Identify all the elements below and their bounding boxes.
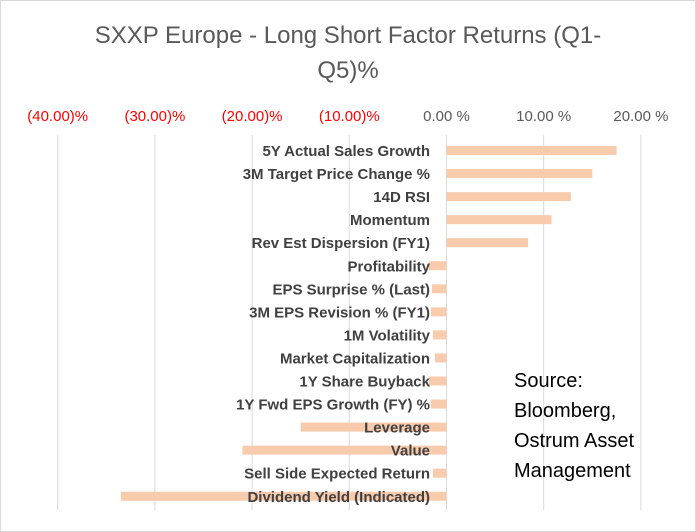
- bar-0: [446, 146, 617, 155]
- x-tick-label-3: (10.00)%: [319, 108, 380, 125]
- category-label-14: Sell Side Expected Return: [244, 466, 430, 483]
- bar-3: [446, 215, 552, 225]
- chart-title-line-2: Q5)%: [317, 57, 379, 84]
- category-label-9: Market Capitalization: [280, 350, 430, 367]
- x-tick-label-4: 0.00 %: [423, 108, 470, 125]
- bar-15: [120, 491, 447, 501]
- x-tick-label-5: 10.00 %: [516, 108, 571, 125]
- category-label-3: Momentum: [350, 212, 430, 229]
- category-label-15: Dividend Yield (Indicated): [247, 489, 430, 506]
- bar-6: [431, 284, 447, 294]
- bar-1: [446, 169, 593, 179]
- bar-13: [242, 445, 447, 455]
- category-label-4: Rev Est Dispersion (FY1): [252, 235, 430, 252]
- category-label-10: 1Y Share Buyback: [299, 374, 430, 391]
- category-label-0: 5Y Actual Sales Growth: [262, 143, 430, 160]
- source-note: Source: Bloomberg, Ostrum Asset Manageme…: [514, 366, 634, 486]
- chart-title: SXXP Europe - Long Short Factor Returns …: [40, 18, 656, 88]
- x-tick-label-1: (30.00)%: [124, 108, 185, 125]
- source-line-1: Source:: [514, 370, 583, 392]
- x-tick-label-0: (40.00)%: [27, 108, 88, 125]
- category-label-5: Profitability: [347, 258, 430, 275]
- category-label-7: 3M EPS Revision % (FY1): [249, 304, 430, 321]
- bar-10: [429, 376, 447, 386]
- bar-12: [300, 422, 447, 432]
- category-label-6: EPS Surprise % (Last): [272, 281, 430, 298]
- bar-5: [429, 261, 447, 271]
- x-tick-label-2: (20.00)%: [222, 108, 283, 125]
- x-tick-label-6: 20.00 %: [613, 108, 668, 125]
- source-line-3: Ostrum Asset: [514, 430, 635, 452]
- category-label-8: 1M Volatility: [344, 327, 431, 344]
- bar-7: [430, 307, 447, 317]
- bar-9: [434, 353, 447, 363]
- chart-title-line-1: SXXP Europe - Long Short Factor Returns …: [94, 22, 602, 49]
- source-line-2: Bloomberg,: [514, 400, 617, 422]
- bar-8: [432, 330, 447, 340]
- category-label-2: 14D RSI: [373, 189, 430, 206]
- source-line-4: Management: [514, 460, 631, 482]
- bar-11: [430, 399, 447, 409]
- category-label-1: 3M Target Price Change %: [243, 166, 430, 183]
- category-label-11: 1Y Fwd EPS Growth (FY) %: [236, 397, 430, 414]
- bar-4: [446, 238, 529, 248]
- bar-2: [446, 192, 571, 202]
- category-label-12: Leverage: [364, 420, 430, 437]
- bar-14: [432, 468, 447, 478]
- category-label-13: Value: [391, 443, 430, 460]
